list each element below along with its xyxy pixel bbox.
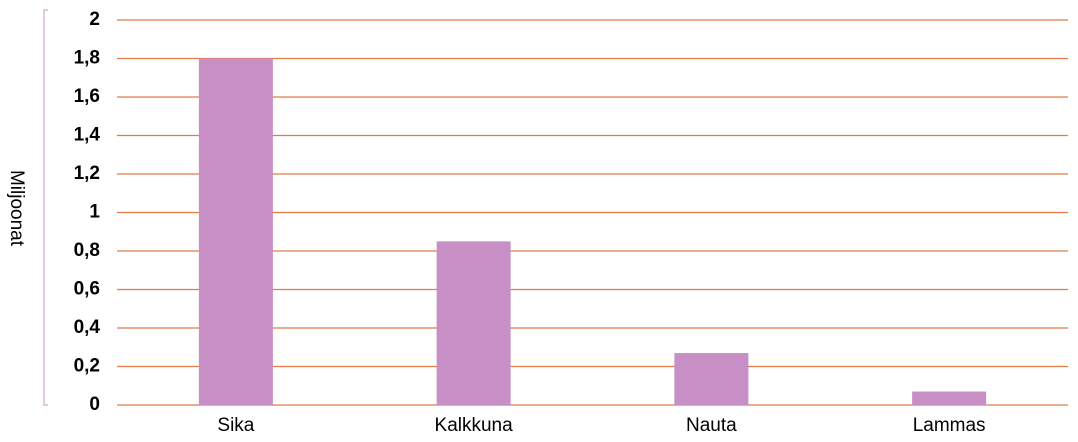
x-tick-label: Kalkkuna xyxy=(435,415,514,436)
x-tick-label: Sika xyxy=(217,415,254,436)
x-tick-label: Lammas xyxy=(913,415,986,436)
x-tick-label: Nauta xyxy=(686,415,737,436)
bar xyxy=(198,58,273,405)
y-tick-label: 0,4 xyxy=(74,317,101,338)
y-tick-label: 0,8 xyxy=(74,240,100,261)
y-tick-label: 0,2 xyxy=(74,356,100,377)
y-tick-label: 1,4 xyxy=(74,125,101,146)
y-tick-label: 0,6 xyxy=(74,279,100,300)
bar xyxy=(912,391,987,405)
y-tick-label: 1,2 xyxy=(74,163,100,184)
y-tick-label: 1 xyxy=(89,202,100,223)
axis-bracket xyxy=(43,9,48,406)
y-tick-label: 1,8 xyxy=(74,48,100,69)
y-tick-label: 0 xyxy=(89,394,100,415)
bar xyxy=(674,353,749,405)
y-axis-label: Miljoonat xyxy=(6,170,27,247)
bar xyxy=(436,241,511,405)
y-tick-label: 2 xyxy=(89,9,100,30)
y-tick-label: 1,6 xyxy=(74,86,100,107)
